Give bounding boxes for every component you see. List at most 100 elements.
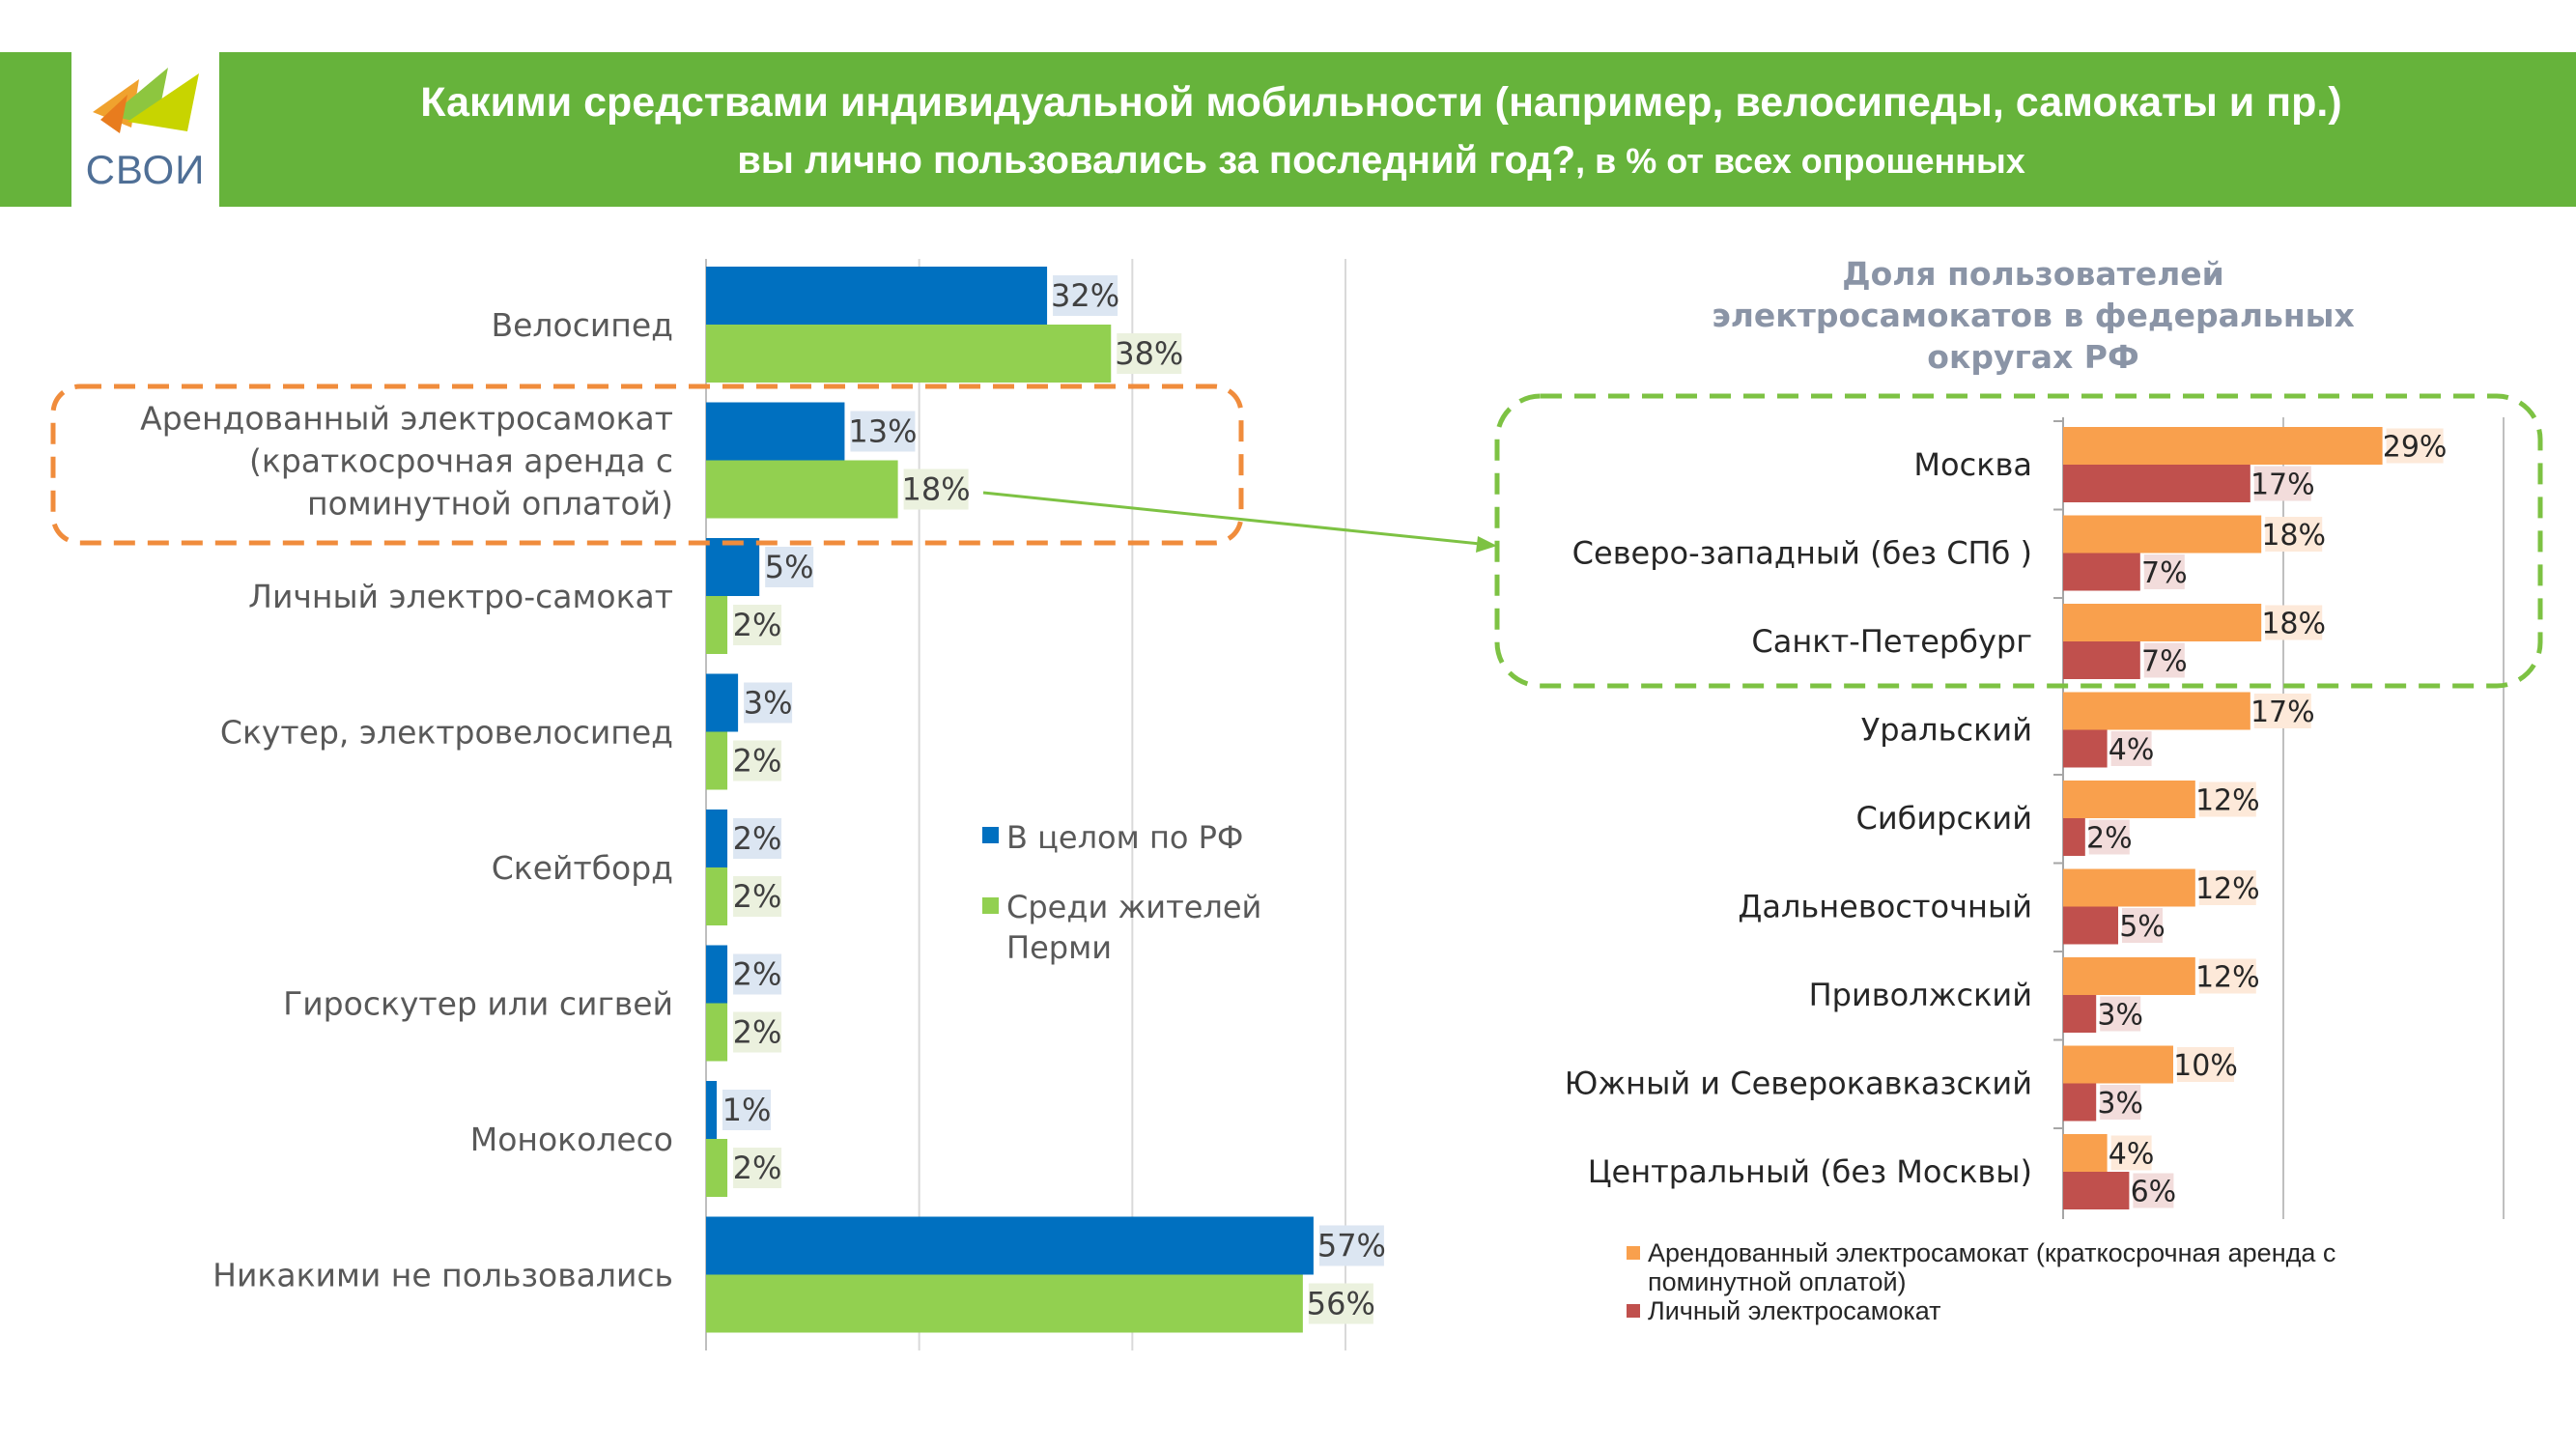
highlight-box-rental — [50, 384, 1244, 546]
right-chart-title: Доля пользователей — [1842, 255, 2224, 293]
logo-text: СВОИ — [85, 147, 206, 192]
value-label-personal: 3% — [2097, 1087, 2143, 1121]
bar-personal — [2063, 465, 2250, 502]
bar-rf — [706, 945, 728, 1004]
value-label-perm-bg — [733, 740, 782, 781]
value-label-rf-bg — [1053, 275, 1118, 316]
connector-line — [982, 491, 1481, 546]
value-label-rental-bg — [2177, 1047, 2234, 1082]
value-label-personal-bg — [2122, 908, 2163, 943]
value-label-rf-bg — [765, 547, 814, 587]
value-label-personal-bg — [2110, 731, 2152, 766]
value-label-rf: 2% — [733, 820, 782, 857]
value-label-perm: 38% — [1115, 335, 1183, 372]
value-label-rental: 12% — [2195, 872, 2260, 906]
left-category-label: Моноколесо — [470, 1121, 673, 1158]
value-label-perm-bg — [733, 876, 782, 917]
bar-personal — [2063, 995, 2097, 1033]
bar-rental — [2063, 427, 2383, 465]
bar-perm — [706, 596, 728, 654]
value-label-perm: 2% — [733, 607, 782, 643]
bar-perm — [706, 1003, 728, 1062]
value-label-rental: 10% — [2173, 1049, 2238, 1083]
value-label-rental: 12% — [2195, 961, 2260, 995]
right-category-label: Дальневосточный — [1738, 889, 2032, 925]
value-label-perm: 2% — [733, 1150, 782, 1186]
value-label-rf: 5% — [765, 549, 814, 585]
value-label-perm-bg — [733, 1148, 782, 1188]
left-category-label: Личный электро-самокат — [248, 578, 673, 615]
value-label-rf: 3% — [744, 685, 793, 722]
bar-rental — [2063, 1045, 2173, 1084]
value-label-perm-bg — [903, 469, 969, 510]
highlight-overlay — [50, 384, 2543, 689]
right-chart-title: округах РФ — [1927, 338, 2138, 376]
value-label-personal-bg — [2143, 554, 2185, 589]
value-label-perm-bg — [1117, 333, 1182, 374]
value-label-rental-bg — [2110, 1135, 2152, 1171]
connector-arrowhead — [1476, 536, 1497, 553]
value-label-rf-bg — [744, 682, 793, 724]
bar-rental — [2063, 868, 2195, 907]
legend-swatch-personal — [1627, 1304, 1640, 1318]
header-banner — [0, 52, 2576, 207]
bar-perm — [706, 460, 898, 519]
right-category-label: Приволжский — [1809, 977, 2032, 1013]
bar-rental — [2063, 692, 2250, 730]
value-label-personal: 7% — [2141, 556, 2188, 590]
value-label-rf: 1% — [722, 1092, 772, 1128]
value-label-personal-bg — [2088, 819, 2130, 855]
value-label-rf-bg — [1318, 1225, 1384, 1266]
value-label-rental: 18% — [2261, 519, 2326, 553]
bar-rental — [2063, 957, 2195, 995]
value-label-personal: 7% — [2141, 645, 2188, 679]
legend-swatch-rental — [1627, 1246, 1640, 1260]
right-category-label: Центральный (без Москвы) — [1588, 1153, 2032, 1190]
bar-personal — [2063, 906, 2118, 945]
bar-rf — [706, 538, 760, 596]
right-category-label: Москва — [1913, 446, 2032, 483]
value-label-rf: 13% — [848, 413, 917, 450]
bar-perm — [706, 867, 728, 925]
bar-perm — [706, 1274, 1303, 1333]
bar-rf — [706, 673, 739, 732]
bar-rental — [2063, 781, 2195, 818]
right-chart: Доля пользователей электросамокатов в фед… — [1565, 255, 2505, 1325]
value-label-perm-bg — [733, 605, 782, 645]
highlight-box-regions — [1494, 393, 2543, 689]
bar-personal — [2063, 553, 2140, 591]
bar-rf — [706, 402, 845, 461]
legend-label-rental: поминутной оплатой) — [1648, 1267, 1907, 1296]
left-category-label: Арендованный электросамокат — [140, 400, 673, 438]
bar-rental — [2063, 515, 2262, 554]
bar-personal — [2063, 641, 2140, 679]
value-label-rental: 4% — [2109, 1138, 2155, 1172]
value-label-personal: 4% — [2109, 733, 2155, 767]
legend-label-rf: В целом по РФ — [1006, 819, 1243, 856]
value-label-rf-bg — [733, 818, 782, 859]
value-label-personal-bg — [2143, 642, 2185, 678]
page-title-line1: Какими средствами индивидуальной мобильн… — [420, 79, 2342, 126]
value-label-perm: 18% — [902, 471, 971, 508]
right-category-label: Санкт-Петербург — [1751, 623, 2032, 660]
value-label-perm-bg — [733, 1011, 782, 1053]
value-label-personal-bg — [2133, 1173, 2174, 1208]
bar-rental — [2063, 1134, 2108, 1172]
bar-rf — [706, 1216, 1314, 1275]
value-label-personal: 17% — [2250, 469, 2315, 502]
page-title-suffix: , в % от всех опрошенных — [1575, 141, 2025, 181]
value-label-rental: 29% — [2383, 431, 2448, 465]
right-category-label: Южный и Северокавказский — [1565, 1065, 2032, 1102]
legend-label-perm: Среди жителей — [1006, 889, 1261, 925]
left-category-label: Никакими не пользовались — [212, 1257, 673, 1294]
bar-personal — [2063, 818, 2085, 856]
value-label-rf: 2% — [733, 956, 782, 993]
bar-rf — [706, 267, 1048, 325]
right-category-label: Северо-западный (без СПб ) — [1572, 535, 2032, 572]
bar-personal — [2063, 729, 2108, 768]
value-label-rental-bg — [2386, 428, 2444, 464]
value-label-perm: 2% — [733, 878, 782, 915]
right-category-label: Уральский — [1861, 712, 2032, 749]
value-label-personal-bg — [2100, 996, 2141, 1032]
